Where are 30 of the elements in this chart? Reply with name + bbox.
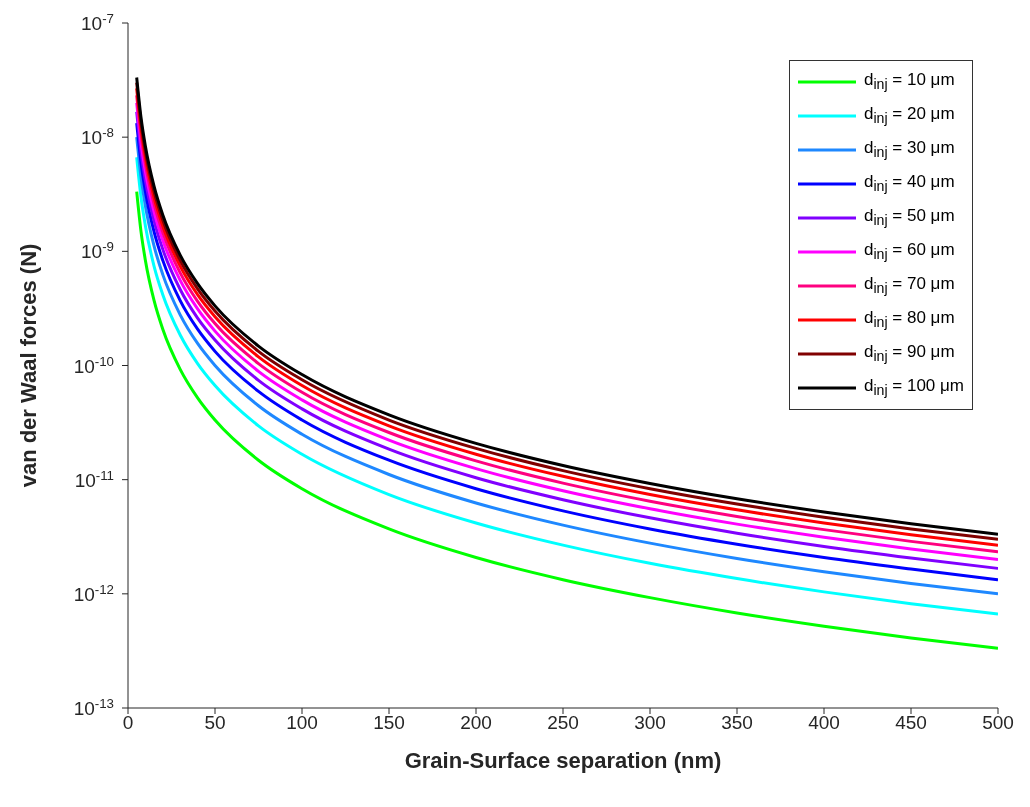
legend-label: d$_{inj}$ = 60 μm [863, 239, 955, 263]
x-axis-title: Grain-Surface separation (nm) [404, 748, 722, 773]
x-tick-label: 400 [808, 712, 840, 734]
x-tick-label: 450 [895, 712, 927, 734]
y-tick-label: 10$^{-10}$ [73, 353, 114, 377]
y-tick-label: 10$^{-8}$ [81, 124, 114, 149]
x-tick-label: 50 [204, 712, 226, 734]
legend-label: d$_{inj}$ = 80 μm [863, 307, 955, 331]
y-tick-label: 10$^{-12}$ [73, 581, 114, 605]
legend-label: d$_{inj}$ = 40 μm [863, 171, 955, 195]
x-tick-label: 150 [373, 712, 405, 734]
x-tick-label: 250 [547, 712, 579, 734]
legend-label: d$_{inj}$ = 50 μm [863, 205, 955, 229]
legend-label: d$_{inj}$ = 10 μm [863, 69, 955, 93]
x-tick-label: 350 [721, 712, 753, 734]
x-tick-label: 200 [460, 712, 492, 734]
y-tick-label: 10$^{-13}$ [73, 695, 114, 719]
y-tick-label: 10$^{-7}$ [81, 10, 114, 34]
legend-label: d$_{inj}$ = 90 μm [863, 341, 955, 365]
legend-label: d$_{inj}$ = 70 μm [863, 273, 955, 297]
legend-label: d$_{inj}$ = 30 μm [863, 137, 955, 161]
y-tick-label: 10$^{-9}$ [81, 238, 114, 263]
x-tick-label: 100 [286, 712, 318, 734]
x-tick-label: 500 [982, 712, 1014, 734]
x-tick-label: 0 [122, 712, 134, 734]
y-axis-title: van der Waal forces (N) [15, 243, 41, 488]
x-tick-label: 300 [634, 712, 666, 734]
legend-label: d$_{inj}$ = 100 μm [863, 375, 964, 399]
legend-label: d$_{inj}$ = 20 μm [863, 103, 955, 127]
y-tick-label: 10$^{-11}$ [74, 467, 114, 491]
